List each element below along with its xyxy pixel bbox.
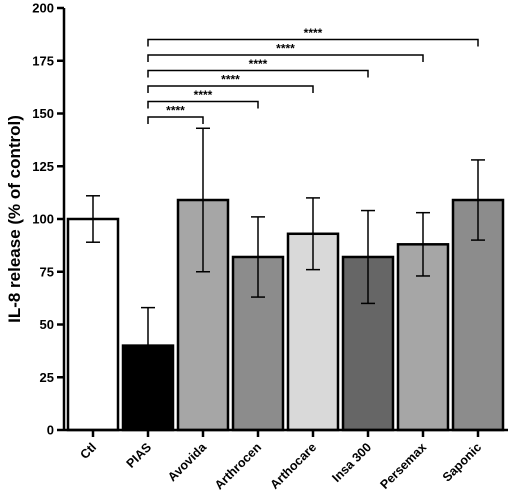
- y-tick-label: 25: [40, 370, 54, 385]
- y-tick-label: 50: [40, 317, 54, 332]
- x-tick-label: Persemax: [377, 440, 429, 492]
- error-bar-persemax: [416, 211, 430, 277]
- significance-bracket-line: [147, 100, 259, 109]
- y-tick-label: 100: [32, 212, 54, 227]
- significance-label: ****: [249, 57, 268, 71]
- significance-label: ****: [304, 26, 323, 40]
- significance-bracket: ****: [147, 26, 479, 47]
- significance-bracket-line: [147, 69, 369, 78]
- y-tick-label: 175: [32, 53, 54, 68]
- x-tick-label: Ctl: [77, 440, 99, 462]
- significance-bracket: ****: [147, 104, 204, 124]
- y-tick-label: 200: [32, 1, 54, 16]
- y-tick-label: 75: [40, 264, 54, 279]
- x-tick-label: PIAS: [124, 440, 155, 471]
- y-tick-label: 0: [47, 423, 54, 438]
- x-tick-label: Arthrocen: [212, 440, 264, 492]
- error-bars: [86, 127, 485, 385]
- significance-bracket: ****: [147, 57, 369, 78]
- bars: [66, 198, 505, 432]
- significance-bracket-line: [147, 54, 424, 62]
- significance-bracket: ****: [147, 88, 259, 109]
- y-tick-label: 125: [32, 159, 54, 174]
- significance-label: ****: [221, 73, 240, 87]
- significance-label: ****: [194, 88, 213, 102]
- x-tick-label: Insa 300: [329, 440, 374, 485]
- bar-arthocare: [286, 232, 340, 432]
- error-bar-avovida: [196, 127, 210, 273]
- significance-bracket-line: [147, 85, 314, 93]
- error-bar-saponic: [471, 159, 485, 241]
- significance-brackets: **** **** **** **** **** ****: [147, 26, 479, 124]
- error-bar-arthrocen: [251, 216, 265, 298]
- error-bar-pias: [141, 306, 155, 385]
- x-tick-label: Saponic: [440, 440, 484, 484]
- significance-label: ****: [166, 104, 185, 118]
- y-tick-label: 150: [32, 106, 54, 121]
- error-bar-arthocare: [306, 197, 320, 271]
- x-tick-label: Avovida: [165, 439, 210, 484]
- y-axis-label: IL-8 release (% of control): [5, 115, 24, 323]
- significance-label: ****: [276, 42, 295, 56]
- significance-bracket: ****: [147, 73, 314, 93]
- significance-bracket-line: [147, 38, 479, 47]
- significance-bracket-line: [147, 116, 204, 124]
- bar-ctl: [66, 217, 120, 432]
- error-bar-insa-300: [361, 209, 375, 305]
- x-tick-label: Arthocare: [267, 440, 319, 492]
- error-bar-ctl: [86, 195, 100, 243]
- significance-bracket: ****: [147, 42, 424, 62]
